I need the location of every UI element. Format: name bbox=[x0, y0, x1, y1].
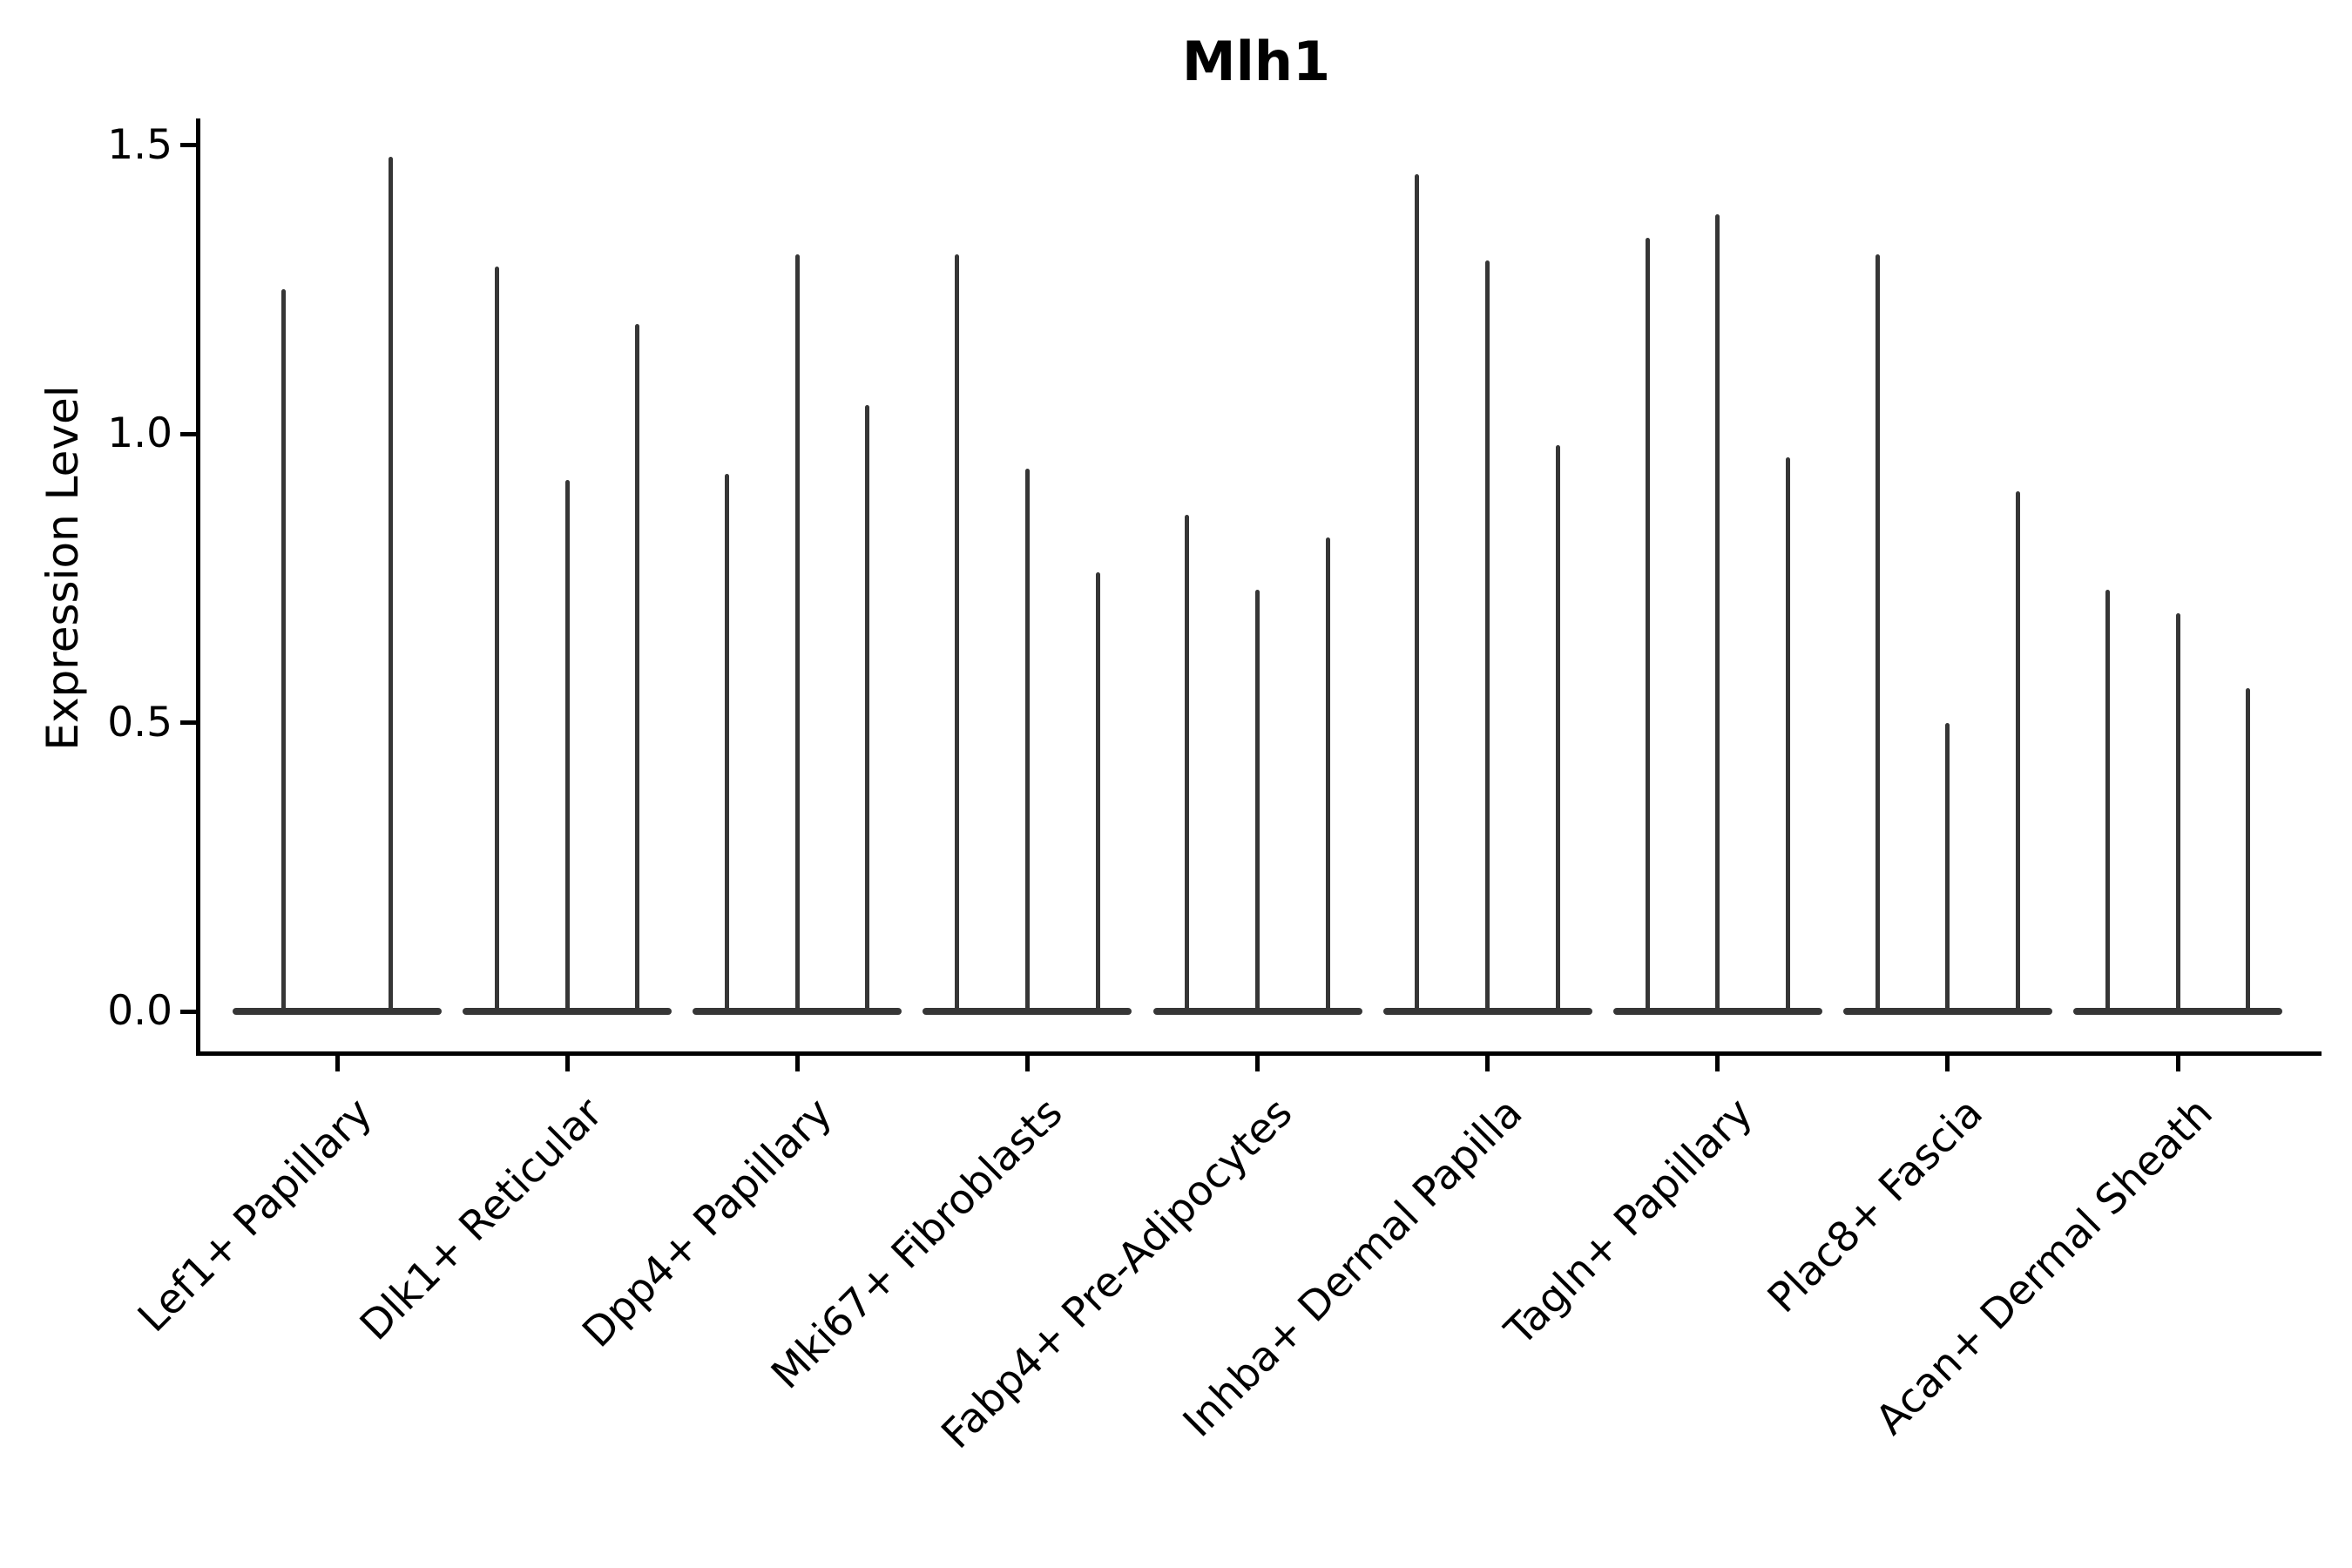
violin-spike bbox=[1555, 445, 1560, 1014]
violin-spike bbox=[2105, 590, 2110, 1014]
y-axis-spine bbox=[196, 118, 200, 1056]
x-tick bbox=[1715, 1056, 1720, 1071]
y-tick bbox=[180, 431, 196, 436]
violin-spike bbox=[2175, 612, 2180, 1014]
y-tick bbox=[180, 1009, 196, 1014]
x-tick bbox=[794, 1056, 800, 1071]
violin-spike bbox=[955, 254, 960, 1014]
chart-title: Mlh1 bbox=[1181, 30, 1331, 93]
violin-spike bbox=[794, 254, 800, 1014]
x-axis-spine bbox=[196, 1051, 2322, 1056]
violin-spike bbox=[2016, 491, 2021, 1014]
violin-spike bbox=[1095, 572, 1100, 1014]
violin-spike bbox=[1415, 173, 1420, 1014]
violin-spike bbox=[1485, 260, 1490, 1014]
x-tick-label: Plac8+ Fascia bbox=[1758, 1089, 1992, 1322]
violin-spike bbox=[281, 289, 286, 1014]
violin-spike bbox=[1875, 254, 1880, 1014]
violin-spike bbox=[564, 480, 570, 1014]
y-tick bbox=[180, 143, 196, 147]
violin-spike bbox=[2246, 687, 2251, 1014]
violin-base bbox=[233, 1008, 442, 1015]
violin-spike bbox=[1945, 722, 1950, 1014]
x-tick bbox=[564, 1056, 570, 1071]
violin-spike bbox=[725, 474, 730, 1014]
violin-spike bbox=[389, 156, 393, 1014]
violin-spike bbox=[1255, 590, 1260, 1014]
x-tick-label: Dpp4+ Papillary bbox=[573, 1089, 842, 1357]
violin-spike bbox=[1325, 537, 1330, 1014]
y-tick-label: 0.5 bbox=[107, 698, 172, 747]
violin-spike bbox=[1645, 237, 1650, 1014]
violin-spike bbox=[1185, 514, 1190, 1014]
x-tick bbox=[335, 1056, 340, 1071]
violin-spike bbox=[635, 324, 640, 1014]
y-tick-label: 1.5 bbox=[107, 120, 172, 169]
x-tick-label: Dlk1+ Reticular bbox=[350, 1089, 612, 1350]
violin-spike bbox=[865, 404, 870, 1014]
violin-spike bbox=[494, 266, 499, 1014]
x-tick bbox=[1024, 1056, 1030, 1071]
x-tick bbox=[1945, 1056, 1950, 1071]
violin-spike bbox=[1785, 456, 1790, 1014]
x-tick bbox=[1255, 1056, 1260, 1071]
x-tick-label: Lef1+ Papillary bbox=[128, 1089, 382, 1342]
x-tick bbox=[2175, 1056, 2180, 1071]
violin-spike bbox=[1024, 468, 1030, 1014]
x-tick-label: Tagln+ Papillary bbox=[1496, 1089, 1762, 1355]
x-tick bbox=[1485, 1056, 1490, 1071]
violin-spike bbox=[1715, 214, 1720, 1014]
y-tick-label: 1.0 bbox=[107, 409, 172, 457]
y-tick-label: 0.0 bbox=[107, 987, 172, 1035]
y-tick bbox=[180, 720, 196, 725]
